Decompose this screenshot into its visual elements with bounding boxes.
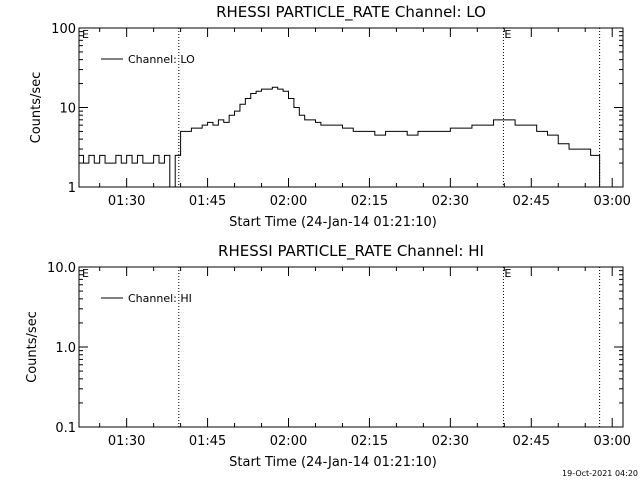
event-marker: E bbox=[504, 28, 511, 41]
chart-title: RHESSI PARTICLE_RATE Channel: HI bbox=[218, 242, 484, 261]
x-tick-label: 01:45 bbox=[189, 194, 226, 209]
x-tick-label: 02:30 bbox=[432, 194, 469, 209]
x-tick-label: 01:30 bbox=[108, 194, 145, 209]
chart-title: RHESSI PARTICLE_RATE Channel: LO bbox=[216, 3, 486, 22]
footer-timestamp: 19-Oct-2021 04:20 bbox=[562, 469, 638, 478]
y-tick-label: 10 bbox=[59, 102, 76, 117]
x-tick-label: 03:00 bbox=[593, 194, 630, 209]
y-tick-label: 10.0 bbox=[47, 261, 76, 276]
y-tick-label: 0.1 bbox=[55, 421, 76, 436]
x-tick-label: 02:00 bbox=[270, 194, 307, 209]
y-tick-label: 100 bbox=[51, 22, 76, 37]
x-tick-label: 01:45 bbox=[189, 434, 226, 449]
x-tick-label: 03:00 bbox=[593, 434, 630, 449]
panel-lo: RHESSI PARTICLE_RATE Channel: LO 1 10 100 01… bbox=[29, 3, 631, 230]
x-tick-label: 02:00 bbox=[270, 434, 307, 449]
legend-label: Channel: LO bbox=[128, 53, 195, 66]
corner-marker: E bbox=[82, 28, 89, 41]
x-tick-label: 02:15 bbox=[351, 434, 388, 449]
x-tick-label: 02:45 bbox=[513, 194, 550, 209]
x-axis-label: Start Time (24-Jan-14 01:21:10) bbox=[229, 455, 437, 470]
x-tick-label: 02:45 bbox=[513, 434, 550, 449]
y-tick-label: 1 bbox=[68, 181, 76, 196]
y-axis-label: Counts/sec bbox=[25, 311, 40, 383]
panel-hi: RHESSI PARTICLE_RATE Channel: HI 0.1 1.0 10… bbox=[25, 242, 631, 470]
x-axis-label: Start Time (24-Jan-14 01:21:10) bbox=[229, 215, 437, 230]
corner-marker: E bbox=[82, 267, 89, 280]
y-tick-label: 1.0 bbox=[55, 341, 76, 356]
series-line bbox=[79, 86, 601, 188]
x-tick-label: 01:30 bbox=[108, 434, 145, 449]
x-tick-label: 02:30 bbox=[432, 434, 469, 449]
y-axis-label: Counts/sec bbox=[29, 72, 44, 144]
legend-label: Channel: HI bbox=[128, 292, 192, 305]
plot-frame bbox=[78, 266, 624, 428]
x-tick-label: 02:15 bbox=[351, 194, 388, 209]
event-marker: E bbox=[504, 267, 511, 280]
